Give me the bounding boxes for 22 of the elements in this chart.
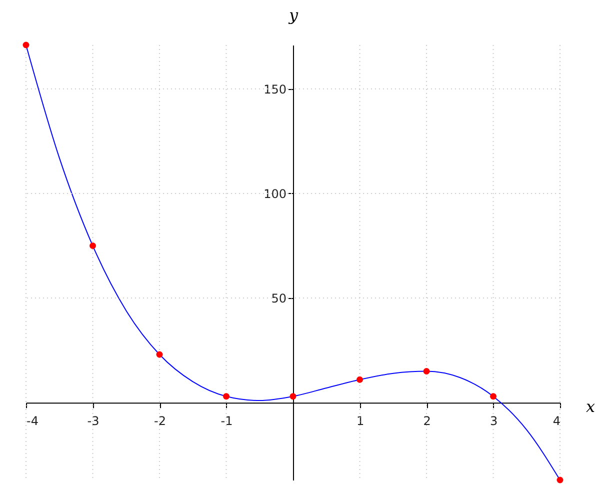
point	[423, 368, 430, 374]
x-tick-label: -3	[87, 414, 100, 428]
y-tick-label: 50	[271, 292, 286, 306]
point	[156, 351, 163, 358]
point	[290, 393, 296, 400]
x-tick-label: 3	[490, 414, 498, 428]
point	[90, 242, 96, 250]
x-tick-label: 1	[356, 414, 364, 428]
x-tick-label: -2	[154, 414, 166, 428]
y-axis-title: y	[288, 6, 299, 24]
x-tick-label: -4	[26, 414, 38, 428]
x-tick-label: 2	[423, 414, 431, 428]
point	[556, 476, 564, 484]
point	[356, 376, 363, 383]
point	[22, 42, 30, 48]
point	[223, 393, 230, 400]
x-tick-label: -1	[220, 414, 233, 428]
x-axis-title: x	[586, 397, 596, 416]
y-tick-label: 150	[264, 82, 286, 96]
y-tick-label: 100	[264, 186, 286, 201]
x-tick-label: 4	[552, 414, 560, 428]
point	[490, 393, 496, 400]
